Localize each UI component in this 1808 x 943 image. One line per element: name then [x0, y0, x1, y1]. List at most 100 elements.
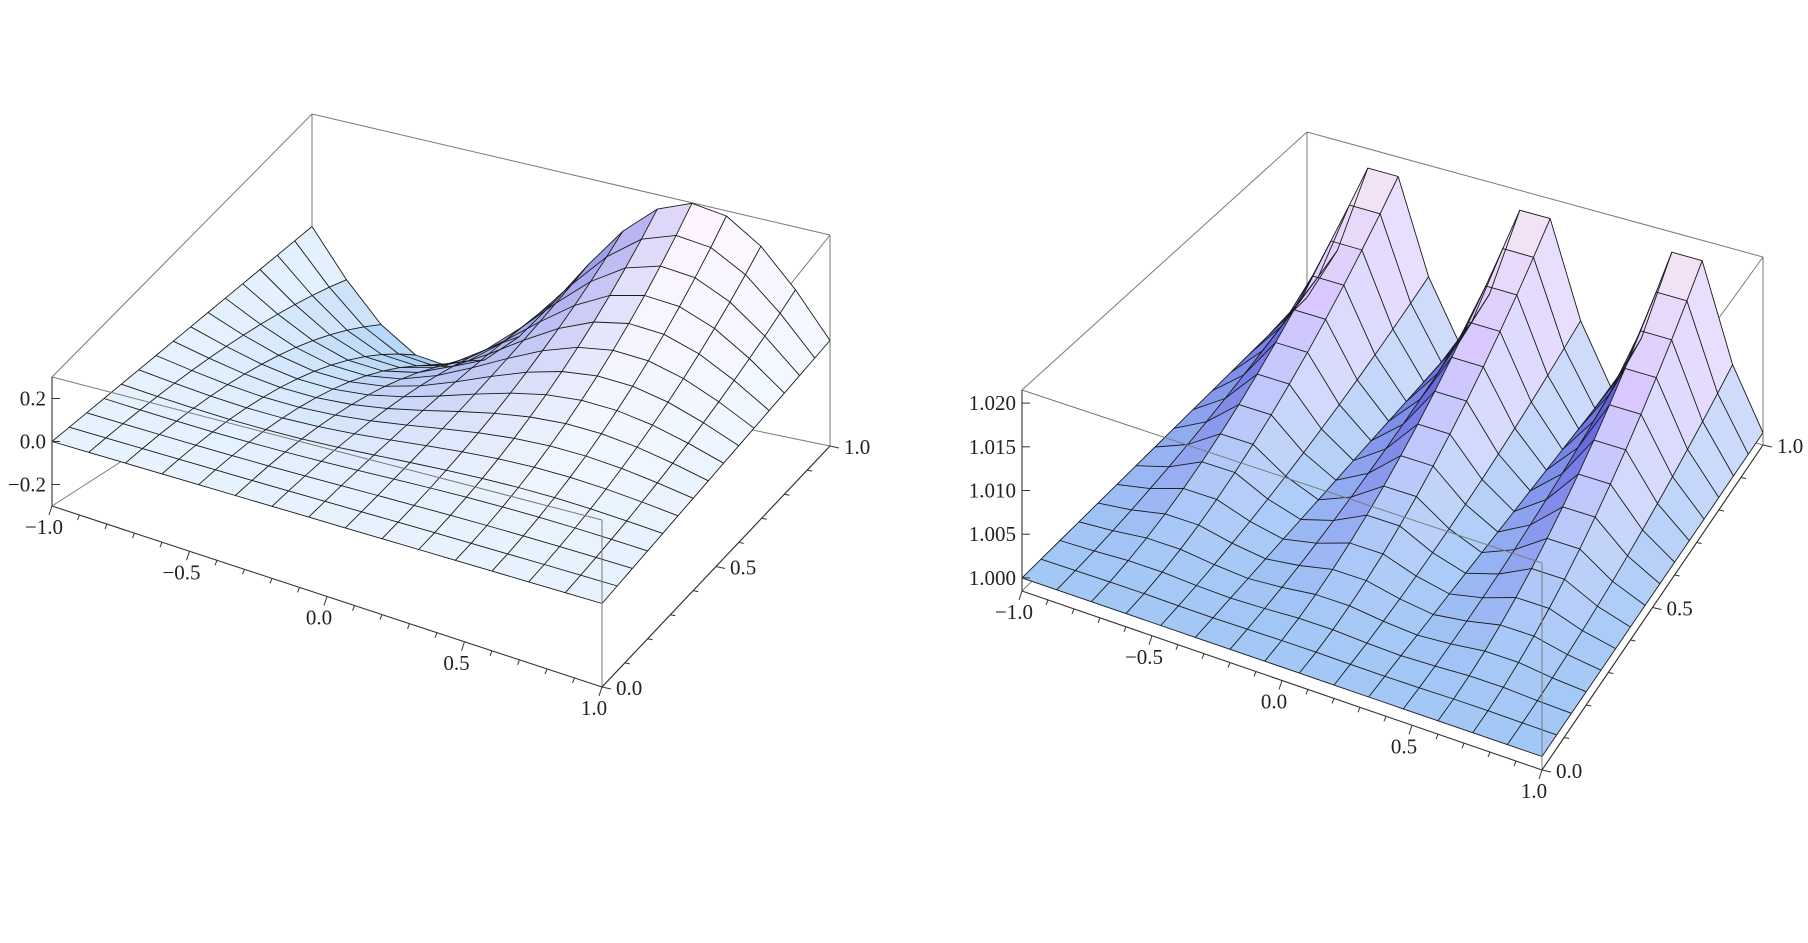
mesh-line [1229, 294, 1490, 650]
mesh-line [69, 426, 618, 587]
y-tick [601, 686, 612, 690]
x-minor-tick [214, 560, 218, 566]
x-tick [1408, 725, 1413, 735]
mesh-line [601, 340, 831, 604]
x-tick [1018, 590, 1023, 601]
x-tick-label: 0.5 [443, 651, 469, 675]
z-tick-label: 1.015 [969, 435, 1016, 459]
x-minor-tick [1461, 742, 1465, 749]
z-tick-label: −0.2 [8, 473, 46, 497]
mesh-line [1249, 275, 1720, 498]
y-minor-tick [1718, 509, 1724, 512]
x-minor-tick [1175, 644, 1179, 650]
x-minor-tick [1227, 662, 1231, 668]
mesh-line [1021, 577, 1543, 757]
mesh-line [344, 264, 589, 529]
x-tick [186, 551, 190, 561]
mesh-line [1090, 167, 1369, 603]
x-minor-tick [407, 623, 410, 629]
z-tick-label: 1.020 [969, 391, 1016, 415]
x-minor-tick [132, 532, 135, 539]
mesh-line [1298, 218, 1551, 674]
z-tick-label: 0.2 [20, 387, 46, 411]
x-tick-label: −0.5 [1125, 645, 1163, 669]
mesh-line [528, 245, 762, 583]
mesh-line [1125, 176, 1399, 614]
mesh-line [225, 297, 755, 429]
y-minor-tick [784, 493, 790, 496]
y-tick [1541, 769, 1552, 773]
mesh-line [276, 254, 800, 376]
x-minor-tick [159, 542, 163, 548]
x-tick-label: 0.0 [306, 606, 332, 630]
mesh-line [1160, 276, 1429, 626]
surface [1021, 167, 1764, 757]
x-tick [461, 641, 465, 651]
y-minor-tick [624, 662, 630, 665]
surface-plot-2: −1.0 −0.5 0.0 0.5 1.0 0.0 0.5 1.0 1.000 1.005 1.01… [969, 131, 1803, 803]
mesh-line [1040, 558, 1557, 736]
y-tick-label: 0.5 [730, 556, 756, 580]
mesh-line [121, 383, 663, 534]
mesh-line [1333, 320, 1581, 686]
mesh-line [207, 312, 740, 447]
x-tick-label: 1.0 [1521, 779, 1547, 803]
mesh-line [491, 215, 727, 572]
box-edge [51, 113, 313, 378]
y-minor-tick [807, 469, 813, 472]
surface [51, 202, 831, 604]
x-minor-tick [1487, 751, 1491, 758]
mesh-line [1194, 342, 1460, 638]
y-minor-tick [647, 638, 653, 641]
mesh-line [1154, 433, 1646, 606]
mesh-line [1437, 252, 1673, 722]
axes: −1.0 −0.5 0.0 0.5 1.0 0.0 0.5 1.0 1.000 1.005 1.01… [969, 390, 1803, 803]
mesh-line [311, 202, 831, 368]
box-edge [311, 113, 831, 236]
mesh-line [1472, 260, 1703, 733]
x-tick-label: −1.0 [995, 600, 1033, 624]
box-edge [1021, 131, 1308, 391]
x-minor-tick [379, 614, 383, 620]
box-edge [1306, 131, 1764, 258]
mesh-line [1287, 204, 1749, 455]
mesh-line [190, 326, 724, 464]
x-tick-label: 0.5 [1391, 734, 1417, 758]
y-minor-tick [1608, 672, 1614, 674]
x-minor-tick [1097, 617, 1101, 624]
mesh-line [381, 230, 624, 540]
x-minor-tick [1123, 626, 1127, 632]
mesh-line [1059, 540, 1572, 714]
y-tick [1762, 444, 1773, 448]
mesh-line [86, 412, 633, 569]
y-minor-tick [1586, 704, 1592, 707]
x-tick-label: 0.0 [1261, 690, 1287, 714]
x-minor-tick [242, 569, 245, 575]
y-tick [1652, 607, 1662, 610]
mesh-line [242, 283, 770, 411]
y-minor-tick [1630, 639, 1636, 642]
y-minor-tick [1740, 477, 1746, 479]
x-minor-tick [572, 677, 575, 684]
x-tick [323, 596, 328, 606]
mesh-line [271, 336, 520, 507]
mesh-line [1268, 240, 1734, 477]
y-tick-label: 0.5 [1667, 597, 1693, 621]
mesh-line [1402, 338, 1642, 710]
mesh-line [1211, 342, 1690, 541]
z-tick-label: 1.000 [969, 566, 1016, 590]
x-tick [598, 686, 603, 697]
mesh-line [88, 279, 347, 453]
x-minor-tick [1357, 707, 1361, 713]
mesh-line [1078, 521, 1587, 693]
surface-mesh [1021, 167, 1764, 757]
mesh-line [259, 269, 785, 394]
mesh-line [138, 369, 679, 517]
x-minor-tick [1253, 671, 1257, 677]
box-edge [1021, 389, 1543, 564]
y-minor-tick [1696, 542, 1702, 544]
y-minor-tick [1564, 737, 1570, 739]
mesh-line [51, 441, 603, 604]
